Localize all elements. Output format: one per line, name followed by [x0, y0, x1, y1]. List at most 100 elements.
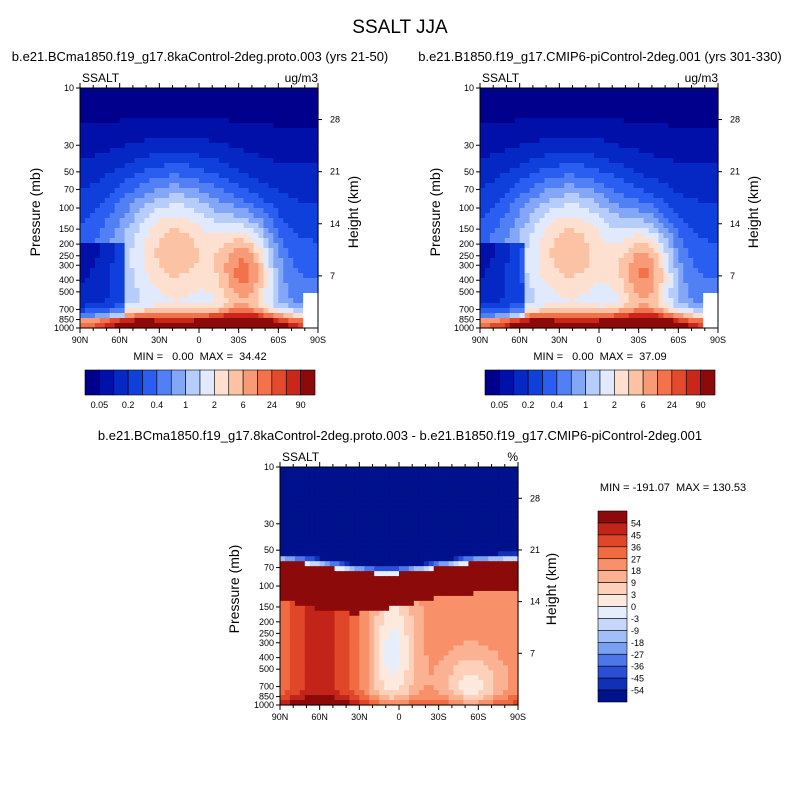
field-cell	[199, 278, 205, 284]
field-cell	[273, 248, 279, 254]
field-cell	[584, 293, 590, 299]
field-cell	[509, 108, 516, 114]
field-cell	[184, 253, 190, 259]
field-cell	[658, 103, 665, 109]
field-cell	[303, 218, 309, 224]
field-cell	[124, 108, 131, 114]
field-cell	[524, 143, 531, 149]
field-cell	[544, 233, 551, 239]
field-cell	[139, 178, 146, 184]
field-cell	[283, 273, 289, 279]
field-cell	[579, 313, 585, 319]
field-cell	[618, 108, 625, 114]
field-cell	[203, 168, 210, 174]
field-cell	[238, 113, 245, 119]
field-cell	[683, 313, 689, 319]
field-cell	[144, 143, 151, 149]
field-cell	[584, 133, 590, 139]
field-cell	[623, 323, 630, 329]
field-cell	[169, 263, 175, 269]
field-cell	[223, 223, 230, 229]
field-cell	[579, 148, 585, 154]
field-cell	[534, 273, 541, 279]
field-cell	[703, 293, 709, 299]
field-cell	[238, 198, 245, 204]
field-cell	[534, 213, 541, 219]
field-cell	[129, 323, 136, 329]
field-cell	[99, 283, 106, 289]
field-cell	[494, 213, 501, 219]
field-cell	[99, 168, 106, 174]
field-cell	[608, 138, 615, 144]
field-cell	[233, 103, 240, 109]
field-cell	[554, 178, 560, 184]
field-cell	[564, 203, 570, 209]
field-cell	[480, 288, 486, 294]
field-cell	[238, 298, 245, 304]
field-cell	[608, 143, 615, 149]
field-cell	[683, 93, 689, 99]
contour-field	[79, 87, 319, 329]
field-cell	[480, 198, 486, 204]
field-cell	[293, 268, 299, 274]
field-cell	[129, 143, 136, 149]
field-cell	[384, 467, 390, 473]
field-cell	[574, 153, 580, 159]
field-cell	[114, 193, 121, 199]
field-cell	[294, 476, 301, 483]
field-cell	[489, 293, 496, 299]
field-cell	[308, 103, 314, 109]
field-cell	[213, 128, 220, 134]
field-cell	[303, 213, 309, 219]
field-cell	[504, 93, 511, 99]
field-cell	[608, 193, 615, 199]
field-cell	[584, 98, 590, 104]
field-cell	[668, 223, 674, 229]
field-cell	[623, 243, 630, 249]
field-cell	[223, 263, 230, 269]
field-cell	[514, 168, 521, 174]
y-tick-label: 150	[459, 224, 474, 234]
field-cell	[144, 278, 151, 284]
field-cell	[154, 293, 160, 299]
field-cell	[534, 173, 541, 179]
field-cell	[613, 248, 620, 254]
field-cell	[549, 143, 555, 149]
field-cell	[199, 178, 205, 184]
field-cell	[258, 248, 265, 254]
field-cell	[303, 118, 309, 124]
y-tick-label: 70	[464, 184, 474, 194]
field-cell	[253, 278, 260, 284]
field-cell	[189, 208, 195, 214]
field-cell	[194, 213, 200, 219]
field-cell	[499, 123, 506, 129]
field-cell	[258, 253, 265, 259]
field-cell	[184, 208, 190, 214]
field-cell	[633, 293, 640, 299]
field-cell	[134, 233, 141, 239]
field-cell	[94, 113, 101, 119]
field-cell	[544, 288, 551, 294]
field-cell	[273, 253, 279, 259]
field-cell	[213, 318, 220, 324]
field-cell	[594, 313, 600, 319]
field-cell	[293, 263, 299, 269]
field-cell	[698, 278, 704, 284]
field-cell	[119, 203, 126, 209]
field-cell	[218, 293, 225, 299]
field-cell	[633, 243, 640, 249]
field-cell	[618, 298, 625, 304]
field-cell	[489, 323, 496, 329]
field-cell	[309, 481, 316, 488]
field-cell	[658, 223, 665, 229]
field-cell	[303, 113, 309, 119]
field-cell	[218, 323, 225, 329]
field-cell	[283, 113, 289, 119]
field-cell	[708, 118, 714, 124]
field-cell	[89, 103, 96, 109]
field-cell	[668, 283, 674, 289]
field-cell	[589, 218, 595, 224]
field-cell	[519, 133, 526, 139]
field-cell	[303, 228, 309, 234]
field-cell	[603, 303, 610, 309]
